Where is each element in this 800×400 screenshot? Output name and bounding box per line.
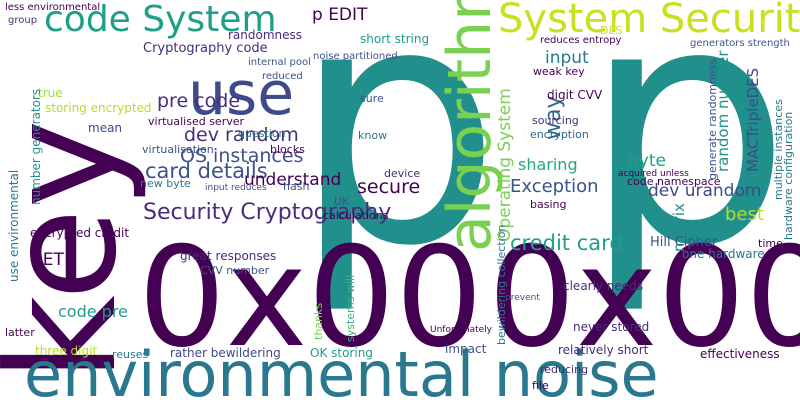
word: p EDIT [312, 5, 368, 25]
word: acquired unless [618, 169, 689, 179]
word: MACTripleDES [744, 68, 762, 172]
word: UK [334, 195, 350, 208]
word: new byte [140, 177, 191, 190]
word: rather bewildering [170, 346, 281, 360]
word: great responses [180, 249, 276, 263]
word: never stored [573, 320, 649, 334]
word: Hill Cipher [650, 235, 718, 250]
word: true [38, 86, 63, 100]
word: Cryptography code [143, 41, 268, 56]
word: NET [30, 250, 64, 270]
word: sourcing [532, 114, 579, 127]
word: secure [357, 176, 420, 198]
word: clearly needs [563, 279, 643, 293]
word: virtualised server [148, 115, 245, 128]
word: number generators [29, 89, 43, 205]
word: reducing [540, 363, 588, 376]
word: card details [145, 159, 268, 183]
word: internal pool [248, 57, 311, 68]
word: generators strength [690, 38, 790, 49]
word: sharing [518, 155, 578, 174]
word: prevent [505, 293, 540, 303]
word: relatively short [558, 343, 649, 357]
word: systems will [344, 275, 357, 342]
word: code namespace [627, 175, 721, 188]
word: three digit [35, 344, 97, 358]
word: one hardware [682, 247, 765, 261]
word: input reduces [205, 183, 267, 193]
word: thanks [312, 303, 325, 340]
word: less environmental [5, 2, 100, 13]
word: blocks [270, 143, 305, 156]
word: Exception [510, 176, 599, 197]
word: encrypted credit [30, 226, 129, 240]
word: DES [600, 24, 622, 37]
word: System Security [498, 0, 800, 42]
word: group [8, 15, 37, 26]
word: reuses [112, 348, 149, 361]
word: device [384, 167, 420, 180]
word: basing [530, 198, 566, 211]
word: 0x00 [138, 217, 483, 378]
word: short string [360, 32, 429, 46]
word: Unfortunately [430, 325, 493, 335]
word: multiple instances [772, 99, 785, 200]
word: randomness [228, 28, 302, 42]
word: use environmental [7, 170, 21, 282]
word: reduces entropy [540, 35, 622, 46]
word: code System [44, 0, 277, 40]
word: key [0, 119, 150, 382]
word: OK storing [310, 346, 373, 360]
word: know [358, 129, 387, 142]
word: generate randomness [706, 59, 719, 180]
word: storing encrypted [45, 101, 152, 115]
word: byte [628, 151, 666, 171]
word: weak key [533, 65, 585, 78]
word: credit card [510, 231, 623, 255]
word: sure [360, 92, 384, 105]
word: encryption [530, 128, 589, 141]
word: mean [88, 121, 122, 135]
word: dev random [184, 124, 299, 146]
word: use [188, 59, 294, 129]
word: digit CVV [547, 88, 603, 102]
word: effectiveness [700, 347, 780, 361]
word: dev urandom [648, 181, 761, 201]
word: OS instances [180, 145, 303, 167]
word: reduced [262, 71, 303, 82]
word: impact [445, 342, 487, 356]
word: hash [283, 180, 309, 193]
word: CVV number [200, 264, 270, 277]
word: question [238, 127, 286, 140]
word: algorithm [435, 0, 505, 252]
word: time [758, 237, 783, 250]
word: latter [5, 326, 35, 339]
word: file [532, 379, 549, 392]
word: virtualisation [142, 143, 214, 156]
word: bewildering collection [495, 225, 508, 345]
word: p [292, 0, 501, 318]
word: random number [714, 50, 732, 172]
word: Security Cryptography [143, 200, 391, 225]
word: code pre [58, 302, 128, 321]
word: p [582, 0, 791, 318]
word: calculations [323, 209, 389, 222]
word: way [541, 96, 566, 141]
word: matrix [670, 203, 688, 252]
word: hardware configuration [782, 112, 795, 240]
word: input [545, 48, 589, 68]
word: Operating System [495, 88, 515, 242]
word: noise partitioned [313, 51, 398, 62]
word: 0x00 [488, 217, 800, 378]
word: best [725, 204, 764, 225]
word: environmental noise [24, 338, 659, 400]
word: understand [244, 170, 341, 190]
word: pre code [157, 90, 240, 112]
